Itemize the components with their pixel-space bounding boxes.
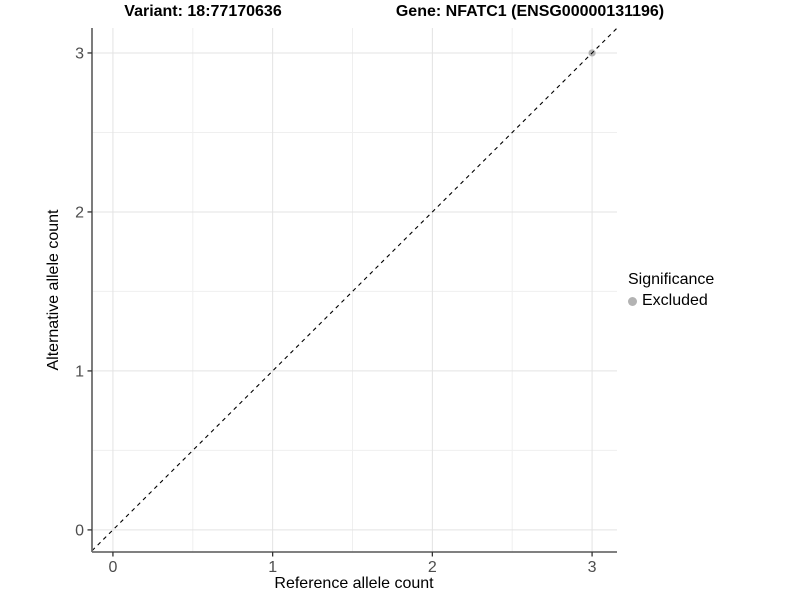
y-tick-label: 3: [75, 45, 84, 62]
identity-line: [91, 27, 618, 552]
legend: Significance Excluded: [628, 271, 714, 310]
legend-title: Significance: [628, 271, 715, 288]
variant-title: Variant: 18:77170636: [124, 3, 282, 20]
legend-point-icon: [628, 296, 637, 306]
y-tick-label: 0: [75, 522, 84, 539]
y-tick-label: 1: [75, 363, 84, 380]
x-axis-title: Reference allele count: [274, 575, 434, 592]
x-tick-label: 1: [268, 559, 277, 576]
legend-entry-label: Excluded: [642, 292, 708, 309]
gene-title: Gene: NFATC1 (ENSG00000131196): [395, 3, 665, 20]
legend-entry-excluded: Excluded: [628, 292, 714, 310]
x-tick-label: 2: [428, 559, 437, 576]
x-tick-label: 3: [588, 559, 597, 576]
y-tick-label: 2: [75, 204, 84, 221]
x-tick-label: 0: [108, 559, 117, 576]
y-axis-title: Alternative allele count: [45, 209, 62, 371]
